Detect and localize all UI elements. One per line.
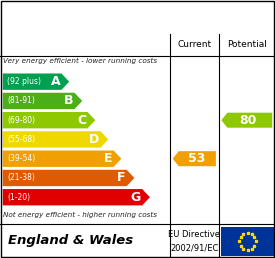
Text: Not energy efficient - higher running costs: Not energy efficient - higher running co… bbox=[3, 212, 157, 218]
Text: (92 plus): (92 plus) bbox=[7, 77, 41, 86]
Text: G: G bbox=[131, 191, 141, 204]
Polygon shape bbox=[3, 74, 69, 90]
Polygon shape bbox=[3, 150, 121, 167]
Polygon shape bbox=[3, 131, 108, 148]
Text: (69-80): (69-80) bbox=[7, 116, 35, 125]
Text: E: E bbox=[104, 152, 112, 165]
Polygon shape bbox=[3, 189, 150, 205]
Text: 2002/91/EC: 2002/91/EC bbox=[170, 244, 218, 253]
Text: EU Directive: EU Directive bbox=[168, 230, 220, 239]
Text: A: A bbox=[50, 75, 60, 88]
Polygon shape bbox=[3, 170, 134, 186]
Text: C: C bbox=[77, 114, 86, 127]
Text: Current: Current bbox=[177, 41, 211, 50]
Text: F: F bbox=[117, 172, 125, 184]
Text: (39-54): (39-54) bbox=[7, 154, 35, 163]
Text: Very energy efficient - lower running costs: Very energy efficient - lower running co… bbox=[3, 58, 157, 64]
Polygon shape bbox=[221, 113, 272, 128]
Text: (81-91): (81-91) bbox=[7, 96, 35, 106]
Text: (1-20): (1-20) bbox=[7, 193, 30, 202]
Text: Energy Efficiency Rating: Energy Efficiency Rating bbox=[8, 10, 210, 25]
Text: England & Wales: England & Wales bbox=[8, 235, 133, 247]
FancyBboxPatch shape bbox=[221, 227, 274, 256]
Polygon shape bbox=[173, 151, 216, 166]
Polygon shape bbox=[3, 112, 95, 128]
Text: D: D bbox=[89, 133, 99, 146]
Text: Potential: Potential bbox=[227, 41, 267, 50]
Polygon shape bbox=[3, 93, 82, 109]
Text: 53: 53 bbox=[188, 152, 206, 165]
Text: 80: 80 bbox=[240, 114, 257, 127]
Text: (55-68): (55-68) bbox=[7, 135, 35, 144]
Text: (21-38): (21-38) bbox=[7, 173, 35, 182]
Text: B: B bbox=[64, 94, 73, 107]
